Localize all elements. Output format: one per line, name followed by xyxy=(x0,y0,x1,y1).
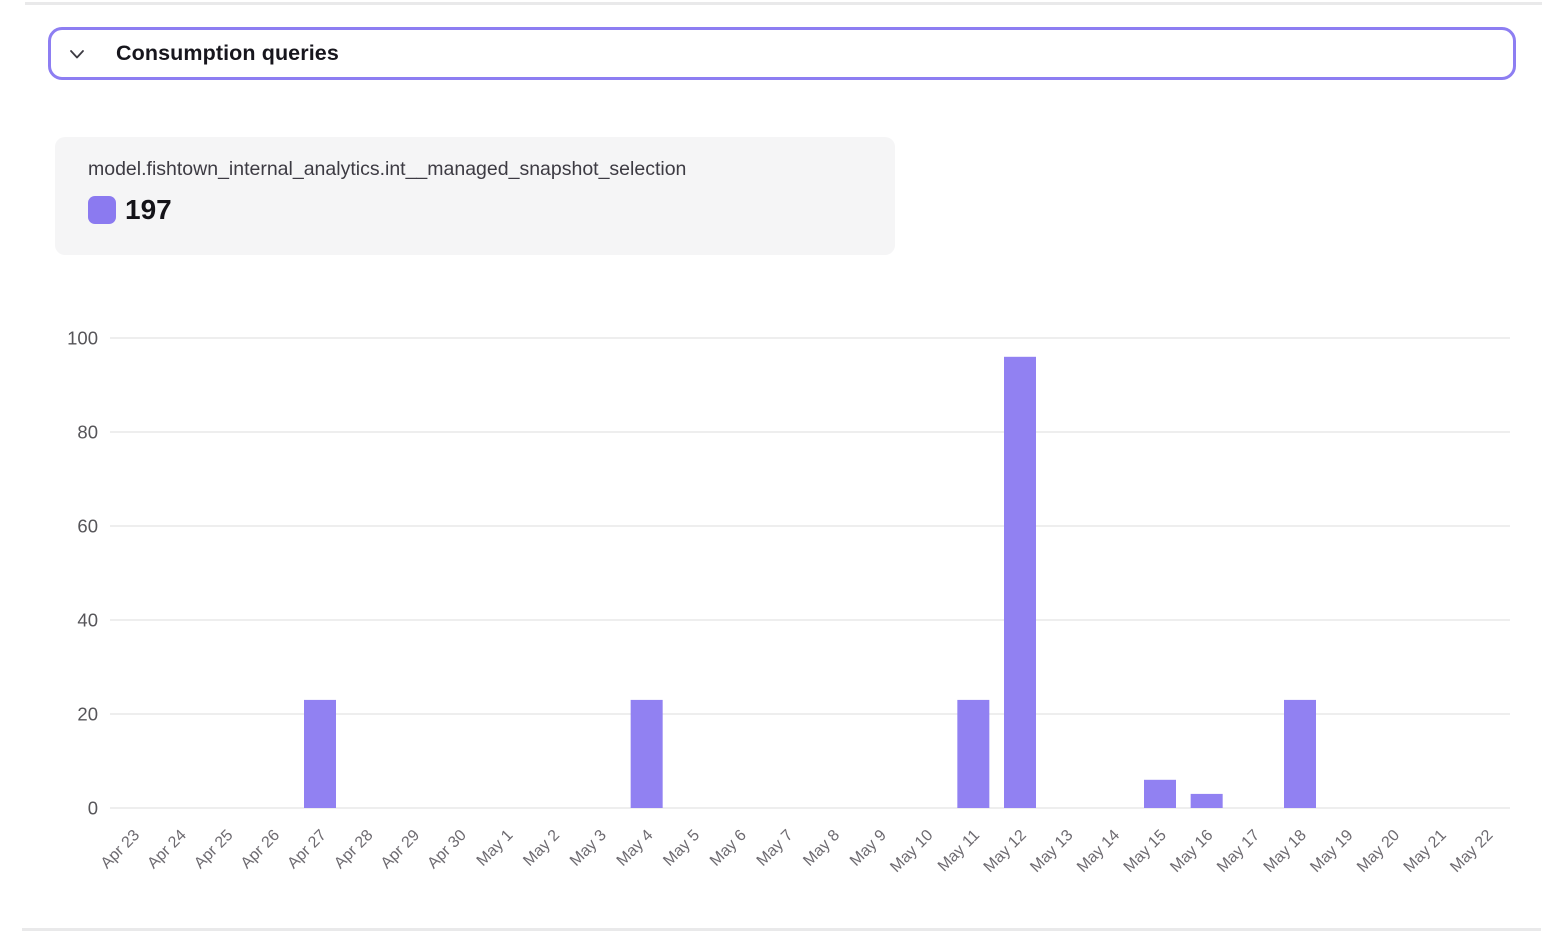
chart-legend-card: model.fishtown_internal_analytics.int__m… xyxy=(55,137,895,255)
x-axis-tick-label: May 20 xyxy=(1354,827,1403,876)
x-axis-tick-label: Apr 27 xyxy=(284,827,329,872)
y-axis-tick-label: 0 xyxy=(88,798,98,819)
bottom-divider xyxy=(22,928,1541,931)
x-axis-tick-label: May 12 xyxy=(981,827,1030,876)
x-axis-tick-label: May 14 xyxy=(1074,827,1123,876)
x-axis-tick-label: Apr 24 xyxy=(144,827,189,872)
x-axis-tick-label: Apr 30 xyxy=(424,827,469,872)
bar-may-15[interactable] xyxy=(1144,779,1176,808)
consumption-bar-chart[interactable]: 0 20 40 60 80 100 Apr 23 Apr 24 Apr 25 Apr 26 Apr … xyxy=(0,300,1564,910)
x-axis-tick-label: May 15 xyxy=(1121,827,1170,876)
x-axis-tick-label: May 6 xyxy=(707,827,750,870)
x-axis-tick-label: May 8 xyxy=(800,827,843,870)
x-axis-tick-label: May 19 xyxy=(1307,827,1356,876)
x-axis-tick-label: May 21 xyxy=(1401,827,1450,876)
x-axis-tick-label: Apr 28 xyxy=(331,827,376,872)
legend-color-swatch xyxy=(88,196,116,224)
x-axis-tick-label: May 7 xyxy=(754,827,797,870)
x-axis-tick-label: May 1 xyxy=(474,827,517,870)
x-axis-tick-label: May 17 xyxy=(1214,827,1263,876)
legend-series-name: model.fishtown_internal_analytics.int__m… xyxy=(88,158,687,180)
x-axis-tick-label: May 3 xyxy=(567,827,610,870)
x-axis-tick-label: May 18 xyxy=(1261,827,1310,876)
x-axis-tick-label: Apr 26 xyxy=(238,827,283,872)
bar-may-12[interactable] xyxy=(1004,356,1036,808)
consumption-queries-section-header[interactable]: Consumption queries xyxy=(48,27,1516,80)
y-axis-tick-label: 100 xyxy=(67,328,98,349)
x-axis-tick-label: May 2 xyxy=(520,827,563,870)
section-title: Consumption queries xyxy=(116,41,339,65)
y-axis-tick-label: 20 xyxy=(77,704,98,725)
y-axis-tick-label: 40 xyxy=(77,610,98,631)
x-axis-tick-label: May 4 xyxy=(614,827,657,870)
x-axis-tick-label: May 13 xyxy=(1027,827,1076,876)
bar-may-11[interactable] xyxy=(957,699,990,808)
x-axis-tick-label: Apr 25 xyxy=(191,827,236,872)
y-axis-tick-label: 60 xyxy=(77,516,98,537)
bar-apr-27[interactable] xyxy=(304,699,336,808)
x-axis-tick-label: May 22 xyxy=(1447,827,1496,876)
bar-may-4[interactable] xyxy=(630,699,663,808)
x-axis-tick-label: May 10 xyxy=(887,827,936,876)
bar-may-18[interactable] xyxy=(1284,699,1316,808)
x-axis-tick-label: Apr 23 xyxy=(98,827,143,872)
x-axis-tick-label: May 11 xyxy=(935,827,983,875)
bar-may-16[interactable] xyxy=(1190,793,1223,808)
x-axis-tick-label: May 5 xyxy=(660,827,703,870)
legend-value-row: 197 xyxy=(88,194,862,226)
x-axis-tick-label: May 9 xyxy=(847,827,890,870)
y-axis-tick-label: 80 xyxy=(77,422,98,443)
chevron-down-icon[interactable] xyxy=(66,43,88,65)
x-axis-tick-label: Apr 29 xyxy=(378,827,423,872)
legend-value: 197 xyxy=(125,194,172,225)
top-divider xyxy=(25,2,1542,5)
x-axis-tick-label: May 16 xyxy=(1167,827,1216,876)
